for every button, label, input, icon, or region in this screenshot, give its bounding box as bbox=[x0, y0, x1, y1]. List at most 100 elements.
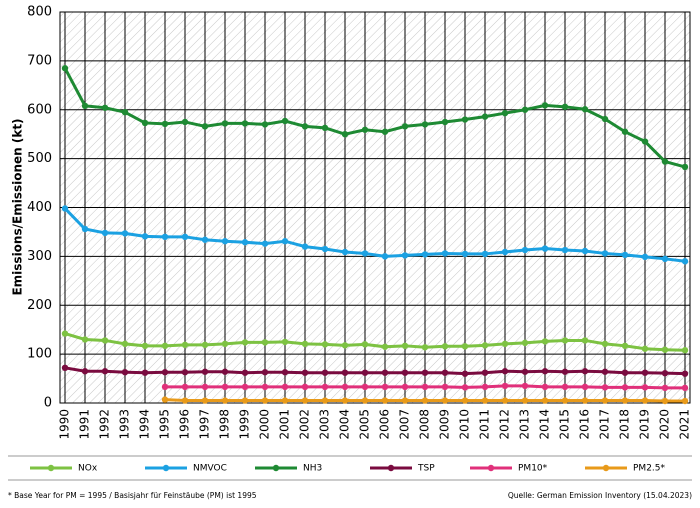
point bbox=[621, 251, 629, 259]
point bbox=[461, 250, 469, 258]
legend-marker bbox=[387, 464, 395, 472]
x-tick-label: 2019 bbox=[638, 409, 652, 440]
x-tick-label: 2003 bbox=[318, 409, 332, 440]
y-tick-label: 600 bbox=[27, 102, 52, 117]
point bbox=[401, 397, 409, 404]
point bbox=[661, 369, 669, 377]
series-line bbox=[63, 67, 686, 169]
point bbox=[261, 383, 269, 391]
point bbox=[141, 233, 149, 240]
point bbox=[221, 383, 229, 391]
point bbox=[441, 250, 449, 257]
x-tick-label: 2016 bbox=[578, 409, 592, 440]
point bbox=[181, 118, 189, 126]
point bbox=[661, 255, 669, 263]
point bbox=[321, 245, 329, 253]
point bbox=[401, 252, 409, 259]
point bbox=[61, 205, 69, 212]
y-tick-label: 0 bbox=[44, 396, 52, 411]
point bbox=[281, 117, 289, 125]
x-tick-label: 2011 bbox=[478, 409, 492, 440]
x-tick-label: 2021 bbox=[678, 409, 692, 440]
point bbox=[261, 240, 269, 247]
point bbox=[621, 369, 629, 376]
x-tick-label: 1996 bbox=[178, 409, 192, 440]
point bbox=[101, 368, 109, 375]
point bbox=[221, 368, 229, 375]
point bbox=[441, 118, 449, 126]
y-tick-label: 300 bbox=[27, 249, 52, 264]
point bbox=[361, 250, 369, 257]
point bbox=[521, 382, 529, 390]
point bbox=[501, 248, 509, 256]
point bbox=[221, 238, 229, 245]
point bbox=[681, 347, 689, 354]
point bbox=[181, 341, 189, 349]
point bbox=[581, 247, 589, 255]
point bbox=[641, 138, 649, 145]
point bbox=[581, 383, 589, 391]
point bbox=[441, 383, 449, 391]
source: Quelle: German Emission Inventory (15.04… bbox=[508, 491, 692, 500]
point bbox=[461, 116, 469, 123]
y-tick-label: 500 bbox=[27, 151, 52, 166]
point bbox=[101, 104, 109, 111]
point bbox=[161, 396, 169, 403]
point bbox=[301, 383, 309, 391]
point bbox=[581, 368, 589, 375]
point bbox=[461, 370, 469, 377]
x-tick-label: 2002 bbox=[298, 409, 312, 440]
legend-marker bbox=[487, 464, 495, 472]
point bbox=[161, 369, 169, 376]
legend-marker bbox=[602, 464, 610, 472]
point bbox=[321, 397, 329, 404]
x-tick-label: 2010 bbox=[458, 409, 472, 440]
y-tick-label: 200 bbox=[27, 298, 52, 313]
point bbox=[401, 369, 409, 376]
point bbox=[521, 397, 529, 404]
point bbox=[641, 397, 649, 404]
x-tick-label: 1994 bbox=[138, 409, 152, 440]
point bbox=[421, 251, 429, 258]
legend-label: NH3 bbox=[303, 464, 322, 474]
point bbox=[541, 368, 549, 375]
x-tick-label: 1998 bbox=[218, 409, 232, 440]
legend-marker bbox=[272, 464, 280, 472]
point bbox=[141, 342, 149, 350]
point bbox=[381, 343, 389, 350]
point bbox=[481, 113, 489, 120]
point bbox=[81, 336, 89, 343]
x-tick-label: 2009 bbox=[438, 409, 452, 440]
point bbox=[601, 115, 609, 123]
point bbox=[521, 246, 529, 254]
point bbox=[601, 397, 609, 404]
legend-marker bbox=[47, 464, 55, 472]
point bbox=[381, 369, 389, 376]
y-tick-label: 700 bbox=[27, 53, 52, 68]
point bbox=[461, 397, 469, 404]
point bbox=[181, 233, 189, 241]
x-tick-label: 2013 bbox=[518, 409, 532, 440]
point bbox=[261, 397, 269, 404]
y-axis-label: Emissions/Emissionen (kt) bbox=[11, 118, 25, 295]
point bbox=[601, 340, 609, 348]
point bbox=[361, 126, 369, 133]
point bbox=[381, 383, 389, 391]
legend-label: TSP bbox=[417, 464, 435, 474]
point bbox=[301, 369, 309, 376]
point bbox=[501, 382, 509, 390]
x-tick-label: 2015 bbox=[558, 409, 572, 440]
point bbox=[401, 383, 409, 391]
point bbox=[441, 343, 449, 350]
point bbox=[481, 397, 489, 404]
point bbox=[121, 230, 129, 237]
point bbox=[481, 383, 489, 391]
point bbox=[241, 369, 249, 376]
point bbox=[501, 340, 509, 348]
point bbox=[621, 397, 629, 404]
point bbox=[101, 229, 109, 237]
point bbox=[281, 338, 289, 346]
x-tick-label: 2000 bbox=[258, 409, 272, 440]
point bbox=[541, 383, 549, 391]
